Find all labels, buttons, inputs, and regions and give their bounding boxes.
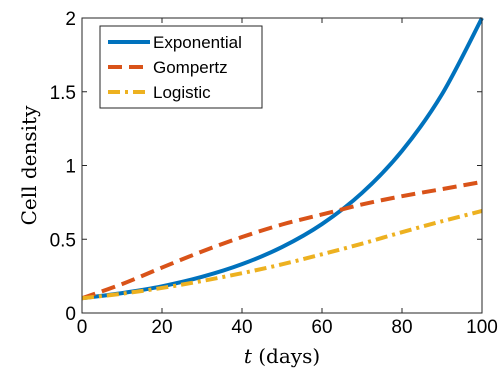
x-tick-label: 40 (231, 317, 252, 338)
axis-labels-group: t (days) Cell density (17, 105, 320, 368)
series-line-logistic (82, 208, 483, 301)
legend-label-logistic: Logistic (153, 83, 211, 102)
series-line-exponential (82, 17, 484, 301)
ticks-group: 0 20 40 60 80 100 0 0.5 1 1.5 2 (50, 9, 498, 338)
x-axis-label: t (days) (244, 344, 320, 368)
x-axis-label-variable: t (244, 344, 253, 368)
legend-label-exponential: Exponential (153, 33, 242, 52)
y-tick-label: 0.5 (50, 230, 76, 251)
y-tick-label: 2 (65, 9, 76, 30)
x-tick-label: 20 (151, 317, 172, 338)
x-tick-label: 0 (77, 317, 88, 338)
legend-box (99, 25, 263, 109)
y-tick-label: 1 (65, 157, 76, 178)
legend: Exponential Gompertz Logistic (99, 25, 263, 109)
y-axis-label: Cell density (17, 105, 41, 226)
series-line-gompertz (82, 179, 483, 301)
x-tick-label: 80 (391, 317, 412, 338)
x-tick-label: 100 (466, 317, 498, 338)
x-axis-label-unit: (days) (252, 344, 320, 368)
x-tick-label: 60 (311, 317, 332, 338)
legend-label-gompertz: Gompertz (153, 58, 228, 77)
y-tick-label: 1.5 (50, 83, 76, 104)
y-tick-label: 0 (65, 304, 76, 325)
series-group (82, 17, 484, 301)
